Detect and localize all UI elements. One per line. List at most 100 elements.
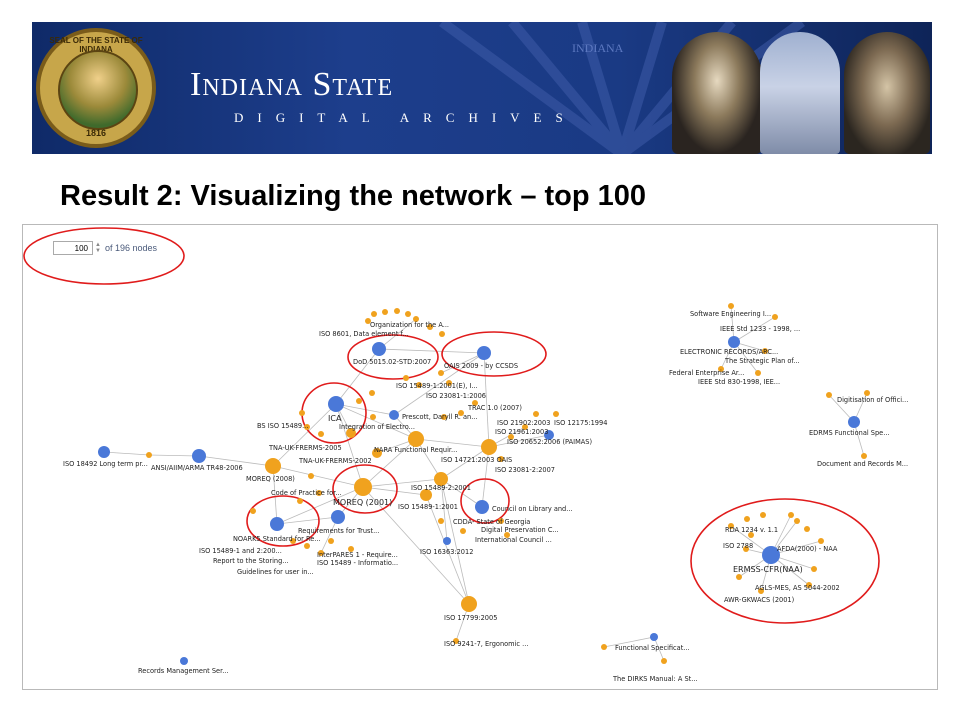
label-integration: Integration of Electro...: [339, 423, 415, 431]
annotation-counter-circle: [23, 227, 185, 285]
node-oais2009[interactable]: [477, 346, 491, 360]
minor-nodes[interactable]: [146, 303, 870, 664]
label-bs15489: BS ISO 15489...: [257, 422, 308, 430]
label-moreq2001: MOREQ (2001): [333, 498, 392, 507]
label-ieee830: IEEE Std 830-1998, IEE...: [698, 378, 780, 386]
label-iso15489-2001e: ISO 15489-1:2001(E), I...: [396, 382, 478, 390]
seal-year: 1816: [85, 128, 107, 138]
label-fea: Federal Enterprise Ar...: [669, 369, 744, 377]
node-council[interactable]: [475, 500, 489, 514]
node-moreq2001[interactable]: [354, 478, 372, 496]
statehouse-dome-image: [760, 32, 840, 154]
label-strategic-plan: The Strategic Plan of...: [724, 357, 800, 365]
node-count-spinner[interactable]: ▲ ▼: [95, 242, 101, 254]
label-awr: AWR-GKWACS (2001): [724, 596, 794, 604]
banner-subtitle: DIGITAL ARCHIVES: [234, 110, 577, 125]
node-nara[interactable]: [408, 431, 424, 447]
annotation-noark-circle: [246, 495, 320, 547]
seal-ring-text: SEAL OF THE STATE OF INDIANA: [49, 36, 143, 54]
annotation-ermss-cluster-circle: [690, 498, 880, 624]
label-software-eng: Software Engineering I...: [690, 310, 771, 318]
node-iso15489-2[interactable]: [434, 472, 448, 486]
node-iso15489-1[interactable]: [420, 489, 432, 501]
label-ieee1233: IEEE Std 1233 - 1998, ...: [720, 325, 800, 333]
label-iso8601: ISO 8601, Data element f...: [319, 330, 409, 338]
indiana-archives-banner: INDIANA SEAL OF THE STATE OF INDIANA 181…: [32, 22, 932, 154]
slide-title: Result 2: Visualizing the network – top …: [60, 180, 647, 212]
node-moreq2008[interactable]: [265, 458, 281, 474]
label-interpares: InterPARES 1 - Require...: [317, 551, 398, 559]
label-iso9241: ISO 9241-7, Ergonomic ...: [444, 640, 528, 648]
annotation-dod-circle: [347, 334, 439, 380]
spinner-down-icon[interactable]: ▼: [95, 248, 101, 254]
label-org-library: Organization for the A...: [370, 321, 449, 329]
node-dod5015[interactable]: [372, 342, 386, 356]
graph-nodes[interactable]: [98, 303, 870, 665]
lincoln-portrait-image: [672, 32, 762, 154]
node-electronic-records[interactable]: [728, 336, 740, 348]
label-report-storing: Report to the Storing...: [213, 557, 289, 565]
label-iso14721: ISO 14721:2003 OAIS: [441, 456, 512, 464]
label-council: Council on Library and...: [492, 505, 573, 513]
label-req-trust: Requirements for Trust...: [298, 527, 379, 535]
node-ermss[interactable]: [762, 546, 780, 564]
label-afda: AFDA(2000) - NAA: [777, 545, 838, 553]
label-intl-council: International Council ...: [475, 536, 552, 544]
node-count-total-label: of 196 nodes: [104, 243, 157, 253]
label-iso12175: ISO 12175:1994: [554, 419, 607, 427]
label-functional-spec: Functional Specificat...: [615, 644, 690, 652]
label-ansi: ANSI/AIIM/ARMA TR48-2006: [151, 464, 243, 472]
label-records-mgmt: Records Management Ser...: [138, 667, 228, 675]
node-edrms[interactable]: [848, 416, 860, 428]
graph-labels: Organization for the A... ISO 8601, Data…: [63, 310, 908, 683]
label-prescott: Prescott, Daryll R. an...: [402, 413, 477, 421]
label-tna2005: TNA-UK-FRERMS-2005: [268, 444, 342, 452]
node-noark[interactable]: [270, 517, 284, 531]
node-records-mgmt[interactable]: [180, 657, 188, 665]
label-ermss: ERMSS-CFR(NAA): [733, 565, 803, 574]
node-functional-spec[interactable]: [650, 633, 658, 641]
annotation-marks: [23, 227, 880, 624]
node-ica[interactable]: [328, 396, 344, 412]
node-count-input[interactable]: 100: [53, 241, 93, 255]
label-iso16363: ISO 16363:2012: [420, 548, 473, 556]
label-iso21961: ISO 21961:2003: [495, 428, 548, 436]
label-oais2009: OAIS 2009 - by CCSDS: [444, 362, 518, 370]
label-trac: TRAC 1.0 (2007): [467, 404, 522, 412]
banner-watermark: INDIANA: [572, 41, 624, 55]
label-dirks: The DIRKS Manual: A St...: [612, 675, 698, 683]
native-chief-portrait-image: [844, 32, 930, 154]
label-dod5015: DoD 5015.02-STD:2007: [353, 358, 431, 366]
label-tna2002: TNA-UK-FRERMS-2002: [298, 457, 372, 465]
node-iso17799[interactable]: [461, 596, 477, 612]
node-tna2002[interactable]: [372, 448, 382, 458]
label-ica: ICA: [328, 414, 342, 423]
label-cdda: CDDA- State of Georgia: [453, 518, 530, 526]
label-noark: NOARK5 Standard for Re...: [233, 535, 321, 543]
spinner-up-icon[interactable]: ▲: [95, 242, 101, 248]
node-iso16363[interactable]: [443, 537, 451, 545]
label-digital-pres: Digital Preservation C...: [481, 526, 559, 534]
node-tna2005[interactable]: [346, 428, 356, 438]
node-iso20652[interactable]: [544, 430, 554, 440]
label-digitisation: Digitisation of Offici...: [837, 396, 908, 404]
label-electronic-records: ELECTRONIC RECORDS/ARC...: [680, 348, 778, 356]
node-req-trust[interactable]: [331, 510, 345, 524]
label-rda: RDA 1234 v. 1.1: [725, 526, 778, 534]
label-guidelines-user: Guidelines for user in...: [237, 568, 314, 576]
annotation-moreq-circle: [332, 464, 398, 514]
node-iso18492[interactable]: [98, 446, 110, 458]
label-code-practice: Code of Practice for...: [271, 489, 342, 497]
label-iso15489-info: ISO 15489 - Informatio...: [317, 559, 398, 567]
seal-scene: [58, 50, 138, 130]
node-prescott[interactable]: [389, 410, 399, 420]
node-iso14721[interactable]: [481, 439, 497, 455]
label-iso20652: ISO 20652:2006 (PAIMAS): [507, 438, 592, 446]
node-count-control: 100 ▲ ▼ of 196 nodes: [53, 241, 157, 255]
network-graph[interactable]: Organization for the A... ISO 8601, Data…: [23, 225, 937, 689]
label-iso18492: ISO 18492 Long term pr...: [63, 460, 148, 468]
label-iso15489-1-2001: ISO 15489-1:2001: [398, 503, 458, 511]
label-document-records: Document and Records M...: [817, 460, 908, 468]
node-ansi[interactable]: [192, 449, 206, 463]
label-iso2788: ISO 2788: [723, 542, 753, 550]
